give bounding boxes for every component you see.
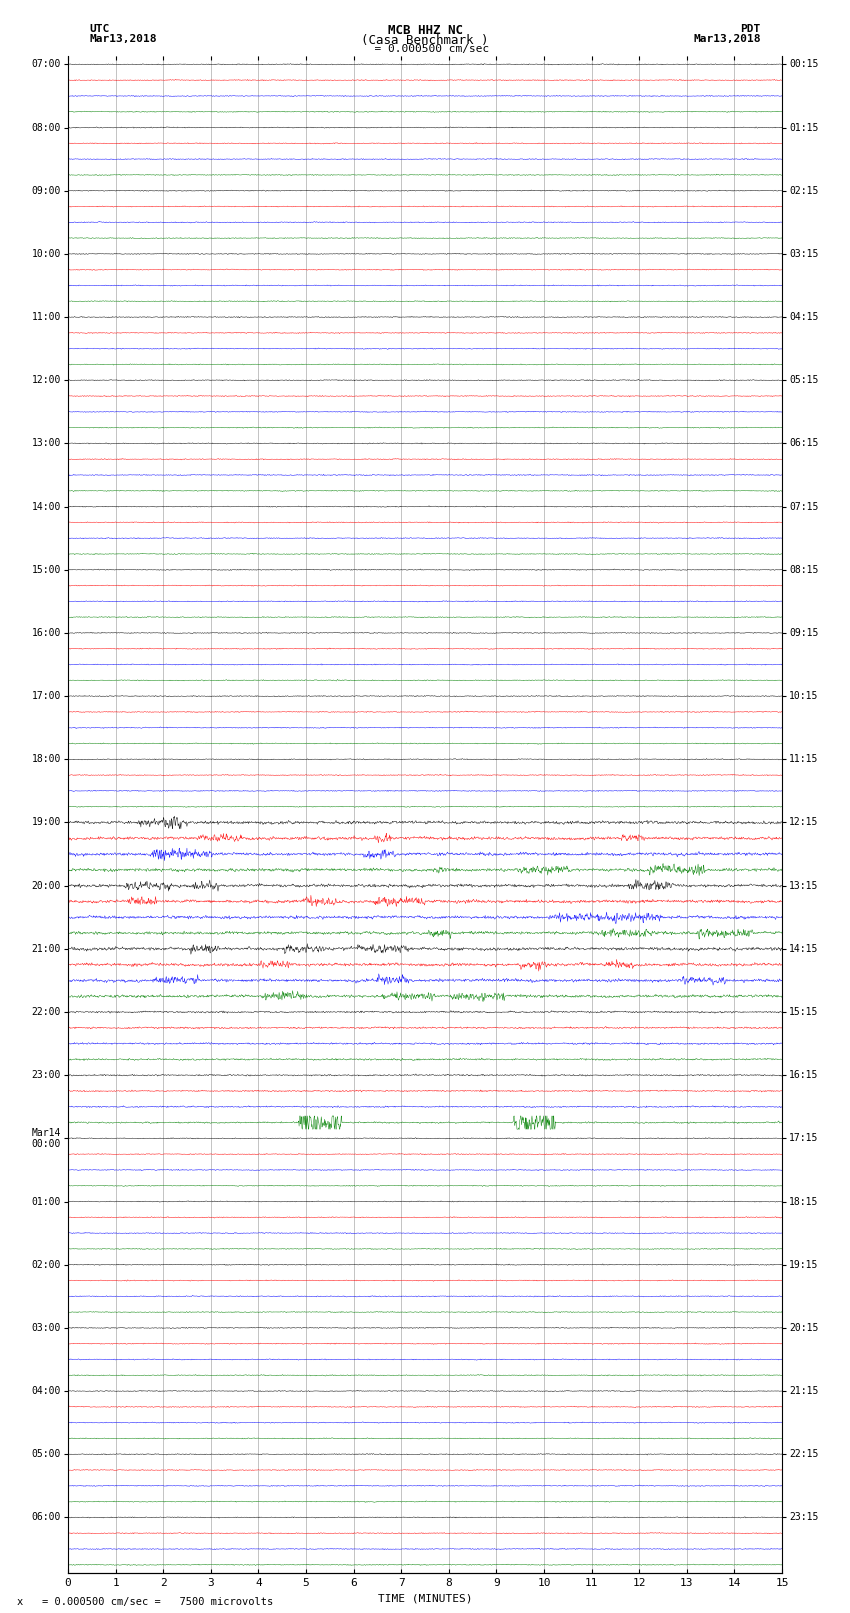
X-axis label: TIME (MINUTES): TIME (MINUTES)	[377, 1594, 473, 1603]
Text: MCB HHZ NC: MCB HHZ NC	[388, 24, 462, 37]
Text: Mar13,2018: Mar13,2018	[89, 34, 156, 44]
Text: x   = 0.000500 cm/sec =   7500 microvolts: x = 0.000500 cm/sec = 7500 microvolts	[17, 1597, 273, 1607]
Text: Mar13,2018: Mar13,2018	[694, 34, 761, 44]
Text: UTC: UTC	[89, 24, 110, 34]
Text: PDT: PDT	[740, 24, 761, 34]
Text: = 0.000500 cm/sec: = 0.000500 cm/sec	[361, 44, 489, 53]
Text: (Casa Benchmark ): (Casa Benchmark )	[361, 34, 489, 47]
